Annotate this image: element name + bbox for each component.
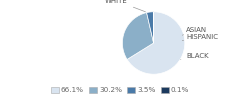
Text: HISPANIC: HISPANIC: [182, 34, 218, 40]
Text: BLACK: BLACK: [181, 53, 209, 60]
Text: WHITE: WHITE: [105, 0, 145, 12]
Text: ASIAN: ASIAN: [182, 27, 208, 35]
Wedge shape: [147, 12, 154, 43]
Wedge shape: [122, 13, 154, 59]
Legend: 66.1%, 30.2%, 3.5%, 0.1%: 66.1%, 30.2%, 3.5%, 0.1%: [48, 84, 192, 96]
Wedge shape: [127, 12, 185, 74]
